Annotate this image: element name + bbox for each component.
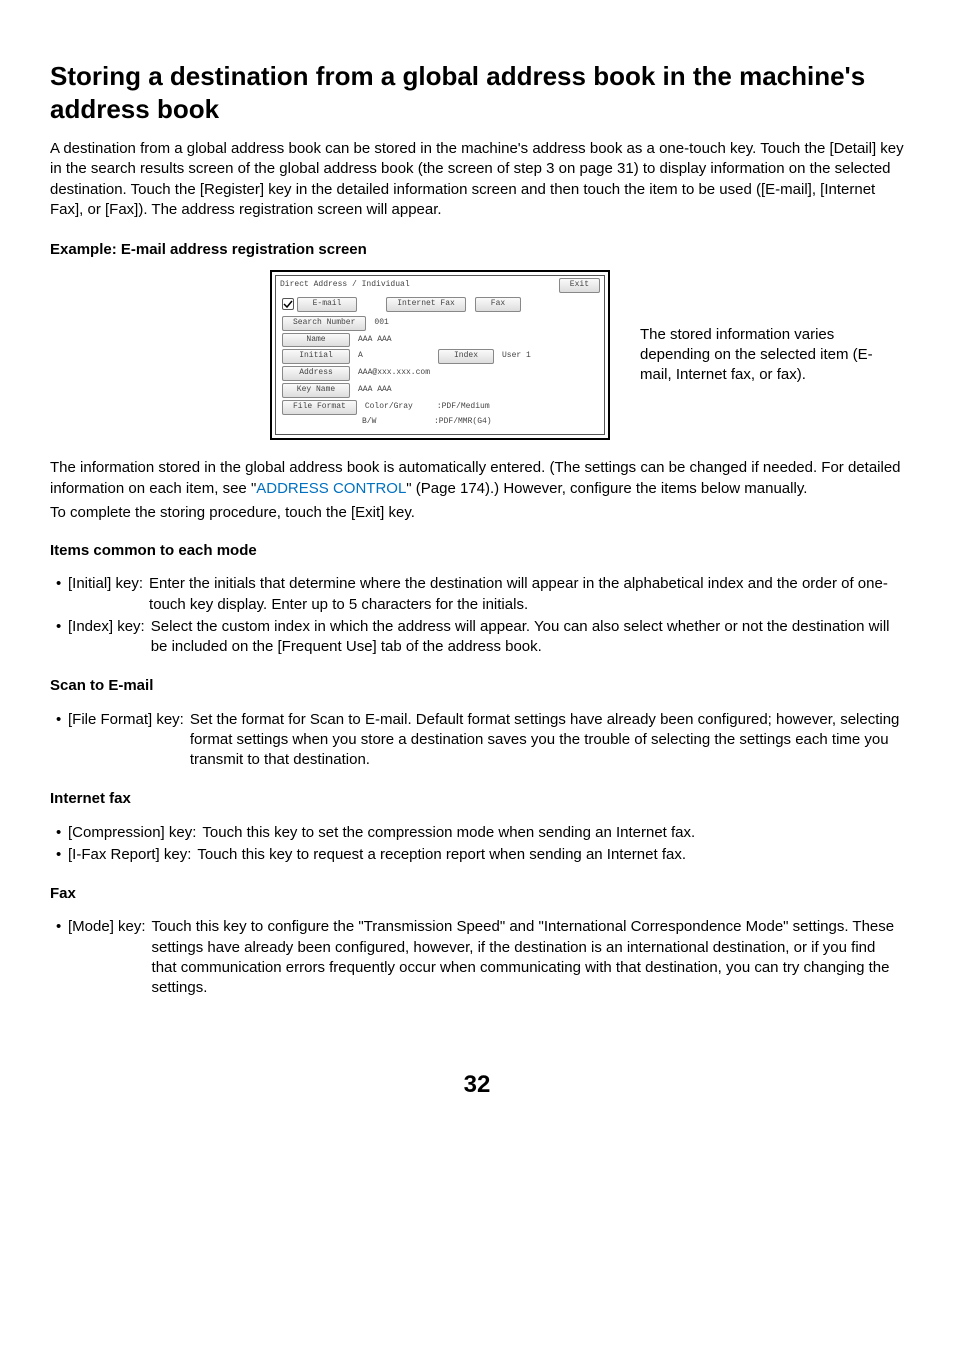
- items-common-heading: Items common to each mode: [50, 541, 904, 561]
- check-icon: [282, 298, 294, 310]
- ifax-heading: Internet fax: [50, 789, 904, 809]
- ff-colorgray-label: Color/Gray: [361, 402, 429, 413]
- ifax-list: •[Compression] key:Touch this key to set…: [50, 822, 904, 867]
- items-common-list: •[Initial] key:Enter the initials that d…: [50, 573, 904, 658]
- scan-heading: Scan to E-mail: [50, 676, 904, 696]
- index-button[interactable]: Index: [438, 349, 494, 364]
- page-title: Storing a destination from a global addr…: [50, 60, 904, 125]
- search-number-button[interactable]: Search Number: [282, 316, 366, 331]
- initial-value: A: [354, 351, 434, 362]
- address-value: AAA@xxx.xxx.com: [354, 368, 430, 379]
- example-label: Example: E-mail address registration scr…: [50, 240, 904, 260]
- exit-paragraph: To complete the storing procedure, touch…: [50, 503, 904, 523]
- name-button[interactable]: Name: [282, 333, 350, 348]
- page-number: 32: [50, 1069, 904, 1101]
- registration-screenshot: Direct Address / Individual Exit E-mail …: [270, 270, 610, 440]
- tab-internet-fax[interactable]: Internet Fax: [386, 297, 466, 312]
- fax-list: •[Mode] key:Touch this key to configure …: [50, 916, 904, 999]
- scan-list: •[File Format] key:Set the format for Sc…: [50, 709, 904, 772]
- keyname-button[interactable]: Key Name: [282, 383, 350, 398]
- info-paragraph: The information stored in the global add…: [50, 458, 904, 499]
- tab-fax[interactable]: Fax: [475, 297, 521, 312]
- search-number-value: 001: [370, 318, 388, 329]
- ff-bw-label: B/W: [358, 417, 426, 428]
- index-value: User 1: [498, 351, 531, 362]
- keyname-value: AAA AAA: [354, 385, 392, 396]
- screenshot-title: Direct Address / Individual: [280, 280, 410, 291]
- ff-colorgray-value: :PDF/Medium: [433, 402, 490, 413]
- address-control-link[interactable]: ADDRESS CONTROL: [256, 480, 406, 497]
- ff-bw-value: :PDF/MMR(G4): [430, 417, 492, 428]
- initial-button[interactable]: Initial: [282, 349, 350, 364]
- exit-button[interactable]: Exit: [559, 278, 600, 293]
- intro-paragraph: A destination from a global address book…: [50, 139, 904, 220]
- fax-heading: Fax: [50, 884, 904, 904]
- tab-email[interactable]: E-mail: [297, 297, 357, 312]
- address-button[interactable]: Address: [282, 366, 350, 381]
- screenshot-caption: The stored information varies depending …: [640, 325, 900, 386]
- name-value: AAA AAA: [354, 335, 392, 346]
- fileformat-button[interactable]: File Format: [282, 400, 357, 415]
